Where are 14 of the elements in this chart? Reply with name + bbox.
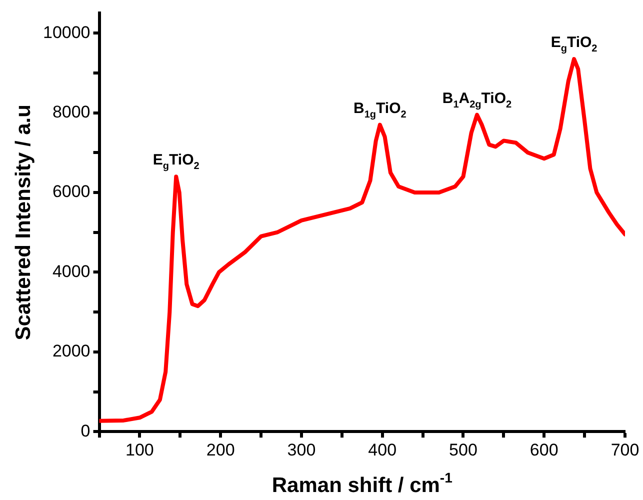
y-tick-label: 0 <box>80 421 90 440</box>
y-tick-label: 2000 <box>52 342 90 361</box>
y-tick-label: 10000 <box>42 22 90 42</box>
y-tick-label: 6000 <box>52 182 90 202</box>
x-tick-label: 500 <box>449 440 478 460</box>
x-tick-label: 700 <box>610 440 640 460</box>
x-tick-label: 600 <box>530 440 558 460</box>
x-tick-label: 100 <box>126 440 154 460</box>
y-tick-label: 8000 <box>52 102 90 122</box>
x-tick-label: 300 <box>287 440 316 460</box>
y-axis-title: Scattered Intensity / a.u <box>12 104 35 340</box>
x-tick-label: 400 <box>368 440 397 460</box>
x-tick-label: 200 <box>206 440 235 460</box>
y-tick-label: 4000 <box>52 262 90 281</box>
